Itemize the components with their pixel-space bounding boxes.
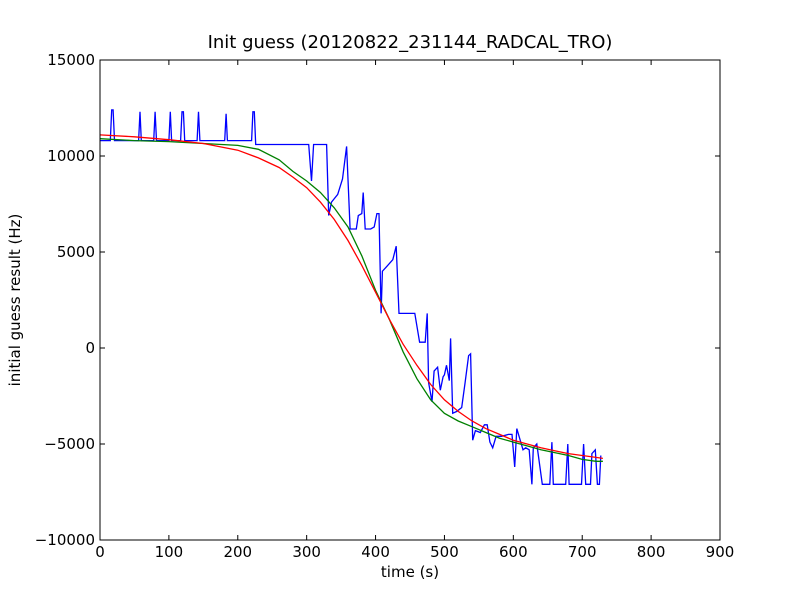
x-tick-label: 600 <box>499 543 528 561</box>
series-line-1 <box>100 109 602 485</box>
x-tick-label: 400 <box>361 543 390 561</box>
y-tick-label: 0 <box>85 339 95 357</box>
x-tick-label: 800 <box>637 543 666 561</box>
x-tick-label: 300 <box>292 543 321 561</box>
y-tick-label: 10000 <box>47 147 95 165</box>
x-tick-label: 0 <box>95 543 105 561</box>
series-line-2 <box>100 138 603 462</box>
y-axis-title: initial guess result (Hz) <box>6 214 24 387</box>
y-tick-label: −10000 <box>35 531 95 549</box>
x-tick-label: 100 <box>155 543 184 561</box>
x-axis-ticks: 0 100 200 300 400 500 600 700 800 900 <box>95 60 734 561</box>
x-tick-label: 500 <box>430 543 459 561</box>
x-axis-title: time (s) <box>381 563 439 581</box>
y-axis-ticks: −10000 −5000 0 5000 10000 15000 <box>35 51 720 549</box>
y-tick-label: 5000 <box>57 243 95 261</box>
y-tick-label: 15000 <box>47 51 95 69</box>
x-tick-label: 700 <box>568 543 597 561</box>
chart-title: Init guess (20120822_231144_RADCAL_TRO) <box>208 32 613 53</box>
x-tick-label: 900 <box>706 543 735 561</box>
plot-frame <box>99 59 721 541</box>
x-tick-label: 200 <box>223 543 252 561</box>
y-tick-label: −5000 <box>44 435 95 453</box>
plot-area <box>99 59 721 541</box>
series-line-3 <box>100 134 603 460</box>
